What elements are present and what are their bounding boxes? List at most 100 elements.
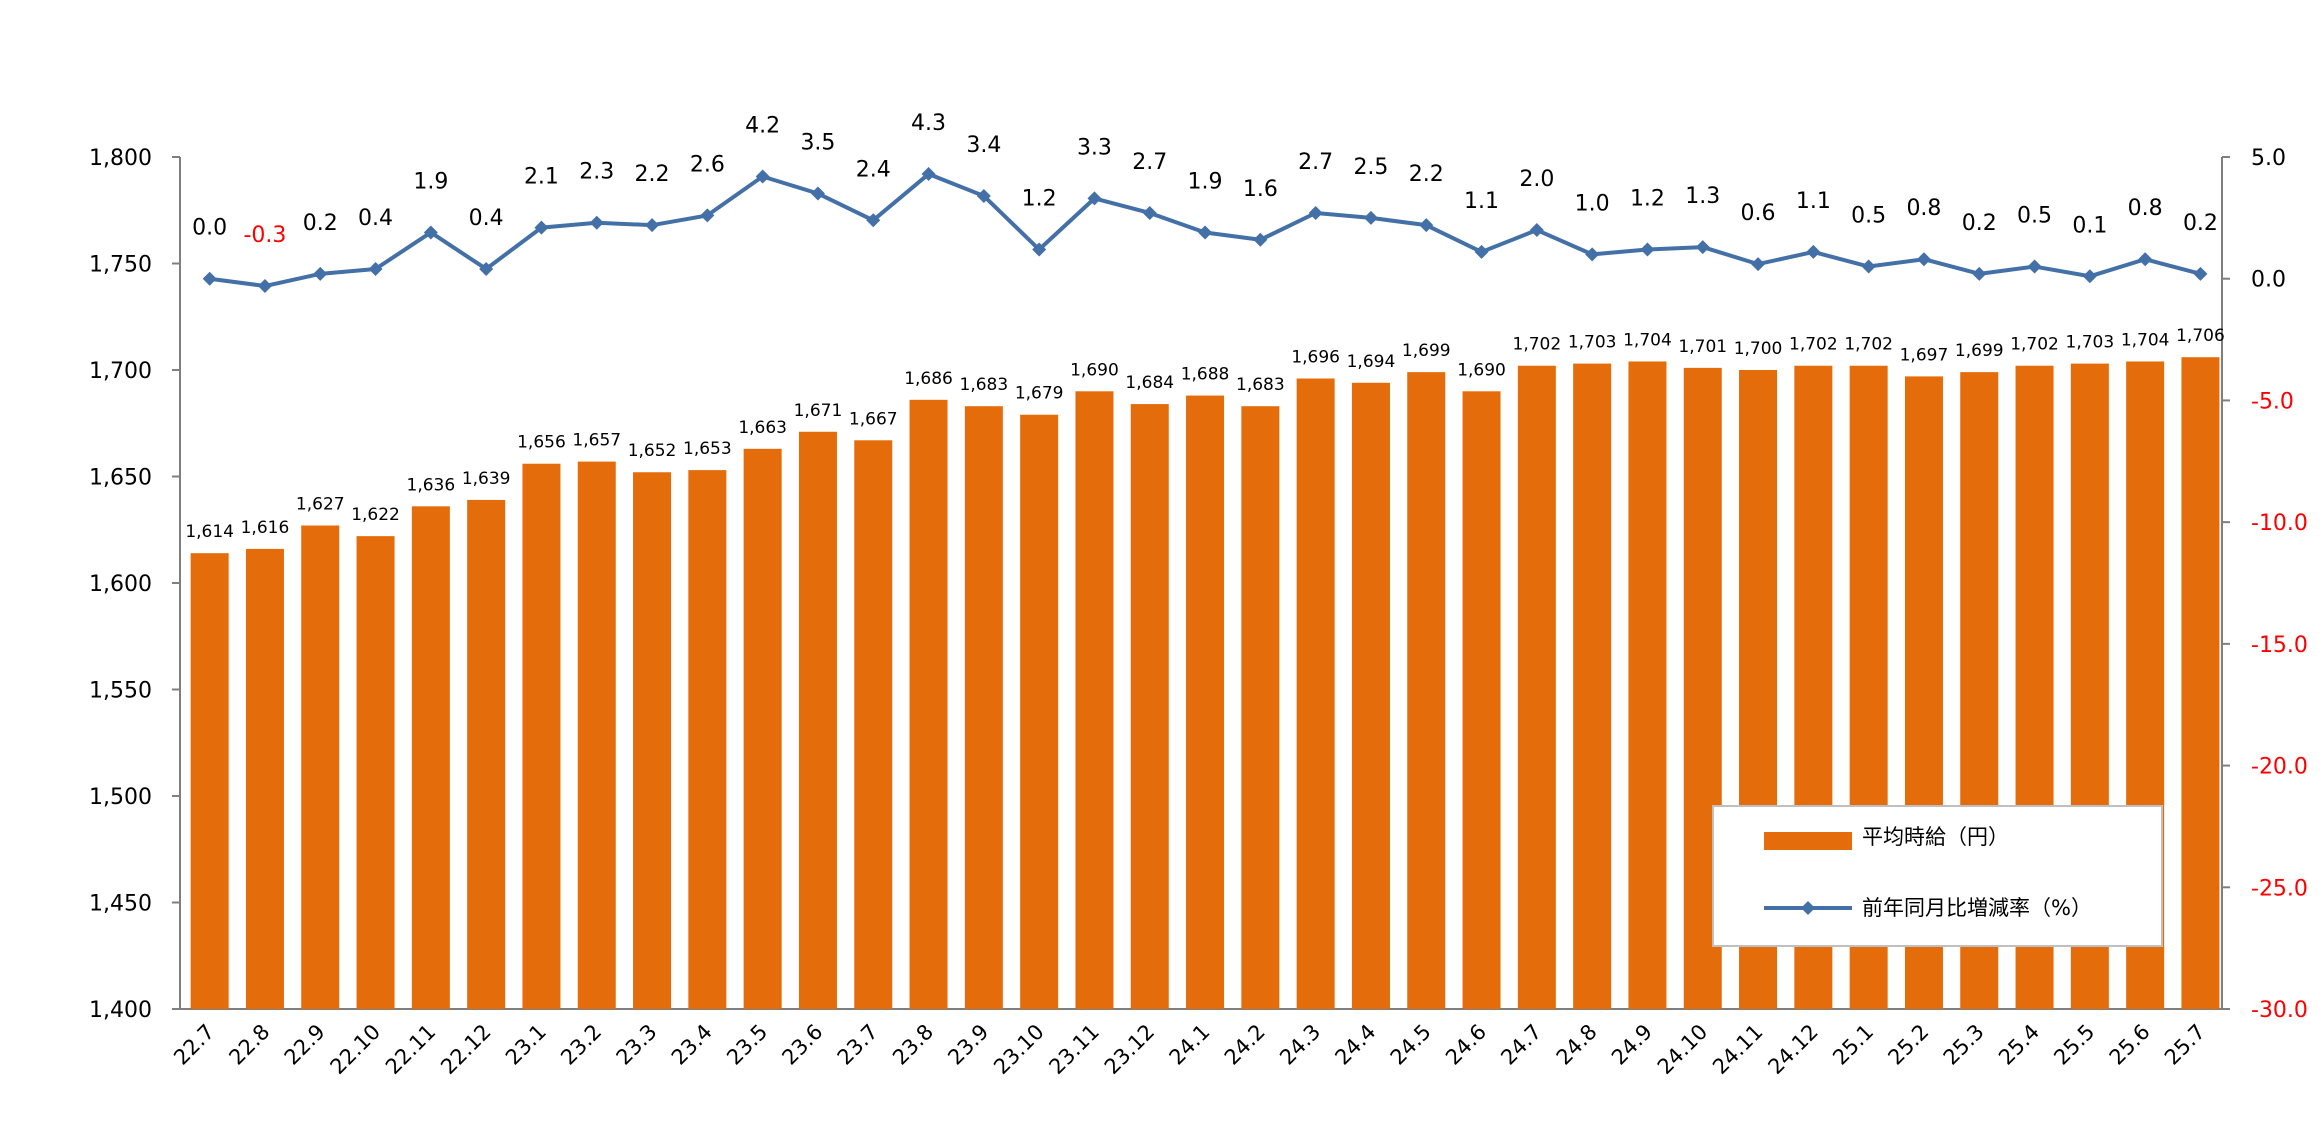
bar-value-label: 1,690: [1070, 360, 1119, 380]
bar: [964, 406, 1003, 1010]
x-axis-tick-label: 23.11: [1045, 1020, 1104, 1079]
x-axis-tick-label: 25.2: [1883, 1020, 1933, 1070]
left-axis-tick-label: 1,500: [89, 785, 152, 810]
legend-bar-swatch: [1764, 832, 1852, 850]
line-point-marker: [368, 261, 383, 276]
line-point-marker: [1198, 225, 1213, 240]
x-axis-tick-label: 24.10: [1653, 1020, 1712, 1079]
bar-value-label: 1,614: [185, 522, 234, 542]
bar: [1573, 363, 1612, 1009]
right-axis-tick-label: 0.0: [2251, 268, 2286, 293]
x-axis-tick-label: 25.1: [1828, 1020, 1878, 1070]
line-point-marker: [1529, 223, 1544, 238]
line-point-marker: [257, 279, 272, 294]
line-point-marker: [1087, 191, 1102, 206]
line-point-marker: [479, 261, 494, 276]
bar: [2181, 357, 2220, 1010]
bar-value-label: 1,702: [1789, 335, 1838, 355]
left-axis-tick-label: 1,550: [89, 679, 152, 704]
bar-value-label: 1,694: [1347, 352, 1396, 372]
x-axis-tick-label: 25.7: [2160, 1020, 2210, 1070]
line-value-label: 0.1: [2072, 213, 2107, 238]
line-point-marker: [1032, 242, 1047, 257]
line-data-labels: 0.0 -0.3 0.2 0.4 1.9 0.4 2.1 2.3 2.2 2.6 4.2 3.5 2.4…: [192, 111, 2218, 248]
x-axis-tick-label: 24.5: [1386, 1020, 1436, 1070]
x-axis-tick-label: 22.7: [169, 1020, 219, 1070]
bar-value-label: 1,639: [462, 469, 511, 489]
line-point-marker: [589, 215, 604, 230]
legend-line-label: 前年同月比増減率（%）: [1862, 896, 2092, 920]
line-value-label: 1.2: [1022, 187, 1057, 212]
line-value-label: 1.9: [413, 169, 448, 194]
bar: [743, 448, 782, 1009]
line-value-label: 1.9: [1188, 169, 1223, 194]
x-axis-tick-label: 24.7: [1496, 1020, 1546, 1070]
x-axis-tick-label: 23.2: [556, 1020, 606, 1070]
line-value-label: 0.6: [1741, 201, 1776, 226]
x-axis-tick-label: 22.10: [326, 1020, 385, 1079]
x-axis-tick-label: 23.4: [667, 1020, 717, 1070]
bar-value-label: 1,704: [2121, 330, 2170, 350]
bar: [522, 463, 561, 1010]
x-axis-tick-label: 23.6: [777, 1020, 827, 1070]
x-axis-tick-label: 25.6: [2105, 1020, 2155, 1070]
bar: [1296, 378, 1335, 1009]
bar-value-label: 1,703: [2066, 333, 2115, 353]
bar-value-label: 1,683: [960, 375, 1009, 395]
x-axis-tick-label: 23.3: [612, 1020, 662, 1070]
line-point-marker: [2027, 259, 2042, 274]
legend-line-marker: [1801, 901, 1815, 915]
line-point-marker: [1806, 244, 1821, 259]
line-point-marker: [976, 188, 991, 203]
line-value-label: 2.4: [856, 157, 891, 182]
bar-value-label: 1,671: [794, 401, 843, 421]
bar-value-label: 1,688: [1181, 365, 1230, 385]
line-point-marker: [1972, 266, 1987, 281]
line-point-marker: [645, 218, 660, 233]
line-value-label: 0.8: [2128, 196, 2163, 221]
bar: [1130, 404, 1169, 1010]
bar: [798, 431, 837, 1009]
bar-value-label: 1,699: [1402, 341, 1451, 361]
x-axis-tick-label: 24.1: [1165, 1020, 1215, 1070]
line-point-marker: [755, 169, 770, 184]
line-point-marker: [1363, 210, 1378, 225]
line-value-label: 2.7: [1132, 150, 1167, 175]
x-axis-tick-label: 24.9: [1607, 1020, 1657, 1070]
line-value-label: 2.5: [1353, 155, 1388, 180]
line-point-marker: [1916, 252, 1931, 267]
bar: [1186, 395, 1225, 1009]
line-point-marker: [1585, 247, 1600, 262]
line-point-marker: [1751, 257, 1766, 272]
x-axis-tick-label: 24.8: [1552, 1020, 1602, 1070]
x-axis-tick-label: 23.1: [501, 1020, 551, 1070]
bar-value-label: 1,703: [1568, 333, 1617, 353]
bar-value-label: 1,684: [1125, 373, 1174, 393]
bar-value-label: 1,656: [517, 433, 566, 453]
bar-data-labels: 1,614 1,616 1,627 1,622 1,636 1,639 1,656 1,657…: [185, 326, 2224, 542]
line-point-marker: [921, 167, 936, 182]
bar: [1462, 391, 1501, 1009]
x-axis-tick-label: 24.6: [1441, 1020, 1491, 1070]
bar: [577, 461, 616, 1010]
line-value-label: 1.6: [1243, 177, 1278, 202]
bar-value-label: 1,616: [241, 518, 290, 538]
line-value-label: 0.2: [303, 211, 338, 236]
bar-value-label: 1,627: [296, 494, 345, 514]
bar: [1075, 391, 1114, 1009]
bar-value-label: 1,636: [407, 475, 456, 495]
x-axis-tick-label: 22.12: [436, 1020, 495, 1079]
bar-value-label: 1,701: [1678, 337, 1727, 357]
line-value-label: 0.0: [192, 216, 227, 241]
line-point-marker: [1640, 242, 1655, 257]
line-value-label: 1.3: [1685, 184, 1720, 209]
bar-value-label: 1,652: [628, 441, 677, 461]
x-axis-tick-label: 22.9: [280, 1020, 330, 1070]
bar: [245, 548, 284, 1009]
bar-value-label: 1,686: [904, 369, 953, 389]
bar: [301, 525, 340, 1009]
line-value-label: 4.2: [745, 113, 780, 138]
bar: [854, 440, 893, 1009]
